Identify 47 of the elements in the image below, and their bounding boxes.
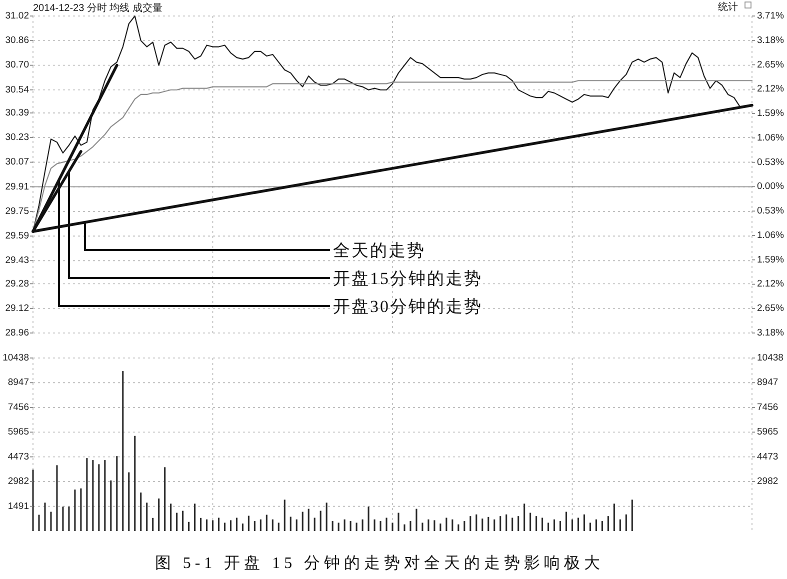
y2-tick-label: 2.12% <box>757 278 784 290</box>
y-tick-label: 7456 <box>8 402 29 413</box>
text: 开盘15分钟的走势 <box>333 268 482 288</box>
y2-tick-label: 0.53% <box>757 206 784 217</box>
y2-tick-label: 2.12% <box>757 84 784 95</box>
y-tick-label: 8947 <box>8 377 29 388</box>
y-tick-label: 1491 <box>8 500 29 512</box>
y2-tick-label: 1.06% <box>757 230 784 241</box>
y2-tick-label: 0.00% <box>757 181 784 192</box>
y2-tick-label: 1.06% <box>757 132 784 144</box>
y-tick-label: 31.02 <box>5 10 29 22</box>
y2-tick-label: 2.65% <box>757 303 784 314</box>
y-tick-label: 29.28 <box>5 278 29 290</box>
y2-tick-label: 3.71% <box>757 10 784 22</box>
y2-tick-label: 2.65% <box>757 59 784 70</box>
y2-tick-label: 8947 <box>757 377 778 388</box>
text: 统计 <box>718 1 738 13</box>
y2-tick-label: 1.59% <box>757 108 784 120</box>
y-tick-label: 5965 <box>8 426 29 438</box>
chart-title: 2014-12-23 分时 均线 成交量 <box>33 2 162 14</box>
y-tick-label: 30.86 <box>5 35 29 46</box>
text: 全天的走势 <box>333 240 426 260</box>
y2-tick-label: 4473 <box>757 451 778 462</box>
y-tick-label: 10438 <box>2 352 29 364</box>
y-tick-label: 30.07 <box>5 156 29 168</box>
y2-tick-label: 10438 <box>757 352 784 364</box>
y-tick-label: 28.96 <box>5 328 29 338</box>
y-tick-label: 2982 <box>8 476 29 488</box>
y-tick-label: 29.12 <box>5 302 29 314</box>
y2-tick-label: 7456 <box>757 402 778 413</box>
y-tick-label: 30.54 <box>5 84 29 96</box>
y2-tick-label: 3.18% <box>757 328 784 338</box>
y2-tick-label: 3.18% <box>757 34 784 46</box>
y-tick-label: 30.70 <box>5 60 29 71</box>
y2-tick-label: 2982 <box>757 476 778 488</box>
text: 开盘30分钟的走势 <box>333 296 482 316</box>
y-tick-label: 29.91 <box>5 181 29 192</box>
y-tick-label: 30.23 <box>5 132 29 144</box>
y-tick-label: 4473 <box>8 451 29 462</box>
y-tick-label: 29.75 <box>5 206 29 217</box>
y-tick-label: 30.39 <box>5 107 29 118</box>
y2-tick-label: 0.53% <box>757 156 784 168</box>
y-tick-label: 29.43 <box>5 255 29 266</box>
y-tick-label: 29.59 <box>5 230 29 242</box>
y2-tick-label: 5965 <box>757 426 778 438</box>
y2-tick-label: 1.59% <box>757 254 784 266</box>
caption: 图 5-1 开盘 15 分钟的走势对全天的走势影响极大 <box>154 554 604 572</box>
